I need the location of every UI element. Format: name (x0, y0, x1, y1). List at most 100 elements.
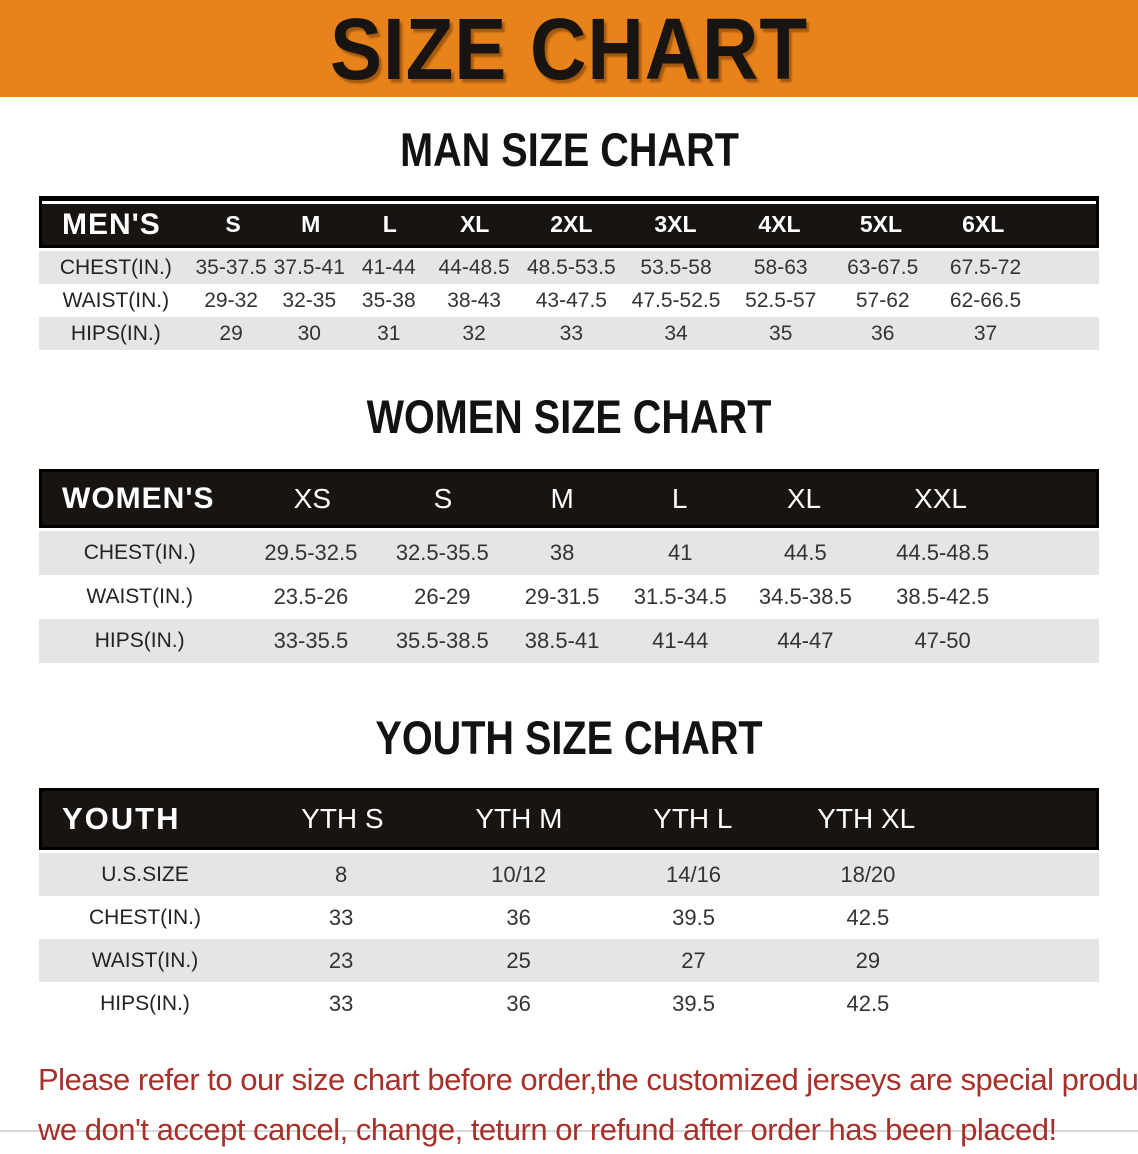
size-cell: 33 (328, 904, 354, 930)
table-row: CHEST(IN.) 29.5-32.5 32.5-35.5 38 41 44.… (39, 531, 1099, 575)
row-label: CHEST(IN.) (89, 905, 201, 929)
size-cell: 32 (462, 321, 486, 345)
men-section-heading-text: MAN SIZE CHART (399, 122, 739, 177)
youth-col-l: YTH L (653, 803, 733, 834)
size-cell: 62-66.5 (949, 288, 1022, 312)
men-col-5xl: 5XL (859, 211, 903, 237)
disclaimer-text: Please refer to our size chart before or… (38, 1055, 1138, 1154)
size-cell: 63-67.5 (847, 255, 919, 279)
size-cell: 47.5-52.5 (631, 288, 721, 312)
women-section-heading-text: WOMEN SIZE CHART (366, 389, 772, 444)
size-cell: 8 (334, 861, 348, 887)
size-cell: 33 (559, 321, 584, 345)
size-cell: 36 (871, 321, 895, 345)
women-section-heading: WOMEN SIZE CHART (0, 389, 1138, 444)
men-col-l: L (382, 211, 397, 237)
women-col-s: S (433, 482, 453, 514)
size-cell: 31 (377, 321, 401, 345)
size-cell: 38 (549, 540, 575, 565)
size-cell: 48.5-53.5 (526, 255, 616, 279)
men-table-rows: CHEST(IN.) 35-37.5 37.5-41 41-44 44-48.5… (39, 251, 1099, 350)
size-cell: 43-47.5 (535, 288, 607, 312)
size-cell: 36 (506, 990, 531, 1016)
youth-col-s: YTH S (301, 803, 384, 834)
men-col-s: S (225, 211, 241, 237)
row-label: CHEST(IN.) (59, 255, 172, 279)
size-cell: 30 (297, 321, 321, 345)
table-row: WAIST(IN.) 23 25 27 29 (39, 939, 1099, 982)
size-cell: 38-43 (447, 288, 501, 312)
row-label: CHEST(IN.) (83, 541, 196, 564)
size-cell: 14/16 (665, 861, 722, 887)
size-cell: 41-44 (361, 255, 416, 279)
men-corner-label: MEN'S (62, 207, 161, 241)
row-label: WAIST(IN.) (62, 288, 170, 312)
women-size-table: WOMEN'S XS S M L XL XXL CHEST(IN.) 29.5-… (39, 469, 1099, 663)
size-cell: 57-62 (855, 288, 910, 312)
men-col-xl: XL (459, 211, 490, 237)
table-row: WAIST(IN.) 23.5-26 26-29 29-31.5 31.5-34… (39, 575, 1099, 619)
size-cell: 41 (668, 540, 693, 565)
women-corner-label: WOMEN'S (62, 481, 215, 515)
women-table-rows: CHEST(IN.) 29.5-32.5 32.5-35.5 38 41 44.… (39, 531, 1099, 663)
youth-size-table: YOUTH YTH S YTH M YTH L YTH XL U.S.SIZE … (39, 788, 1099, 1025)
size-cell: 25 (506, 947, 531, 973)
table-row: HIPS(IN.) 33 36 39.5 42.5 (39, 982, 1099, 1025)
size-cell: 44-47 (777, 628, 834, 653)
size-cell: 23.5-26 (273, 584, 349, 609)
size-cell: 18/20 (840, 861, 896, 887)
size-cell: 44-48.5 (438, 255, 510, 279)
row-label: HIPS(IN.) (94, 629, 185, 652)
size-cell: 36 (506, 904, 531, 930)
size-cell: 23 (328, 947, 354, 973)
size-cell: 29-32 (204, 288, 258, 312)
table-row: CHEST(IN.) 35-37.5 37.5-41 41-44 44-48.5… (39, 251, 1099, 284)
women-col-xxl: XXL (914, 482, 967, 514)
men-size-table: MEN'S S M L XL 2XL 3XL 4XL 5XL 6XL CHEST… (39, 196, 1099, 350)
size-cell: 67.5-72 (949, 255, 1022, 279)
table-row: WAIST(IN.) 29-32 32-35 35-38 38-43 43-47… (39, 284, 1099, 317)
row-label: HIPS(IN.) (100, 991, 190, 1015)
size-cell: 34.5-38.5 (758, 584, 852, 609)
table-row: HIPS(IN.) 33-35.5 35.5-38.5 38.5-41 41-4… (39, 619, 1099, 663)
men-section-heading: MAN SIZE CHART (0, 122, 1138, 177)
youth-col-m: YTH M (475, 803, 563, 834)
size-cell: 52.5-57 (745, 288, 817, 312)
youth-table-header-row: YOUTH YTH S YTH M YTH L YTH XL (39, 788, 1099, 850)
size-cell: 47-50 (914, 628, 971, 653)
size-cell: 32.5-35.5 (395, 540, 489, 565)
size-cell: 38.5-41 (524, 628, 600, 653)
table-row: HIPS(IN.) 29 30 31 32 33 34 35 36 37 (39, 317, 1099, 350)
men-table-header-row: MEN'S S M L XL 2XL 3XL 4XL 5XL 6XL (39, 196, 1099, 248)
size-cell: 35.5-38.5 (395, 628, 489, 653)
size-cell: 29 (219, 321, 243, 345)
table-row: CHEST(IN.) 33 36 39.5 42.5 (39, 896, 1099, 939)
size-cell: 42.5 (846, 990, 890, 1016)
youth-table-rows: U.S.SIZE 8 10/12 14/16 18/20 CHEST(IN.) … (39, 853, 1099, 1025)
size-cell: 33 (328, 990, 354, 1016)
men-col-6xl: 6XL (962, 211, 1005, 237)
row-label: U.S.SIZE (101, 862, 189, 886)
size-cell: 26-29 (414, 584, 471, 609)
size-cell: 53.5-58 (640, 255, 712, 279)
size-cell: 33-35.5 (273, 628, 349, 653)
row-label: WAIST(IN.) (86, 585, 193, 608)
size-cell: 38.5-42.5 (896, 584, 990, 609)
men-col-2xl: 2XL (550, 211, 593, 237)
disclaimer-line-2: we don't accept cancel, change, teturn o… (38, 1111, 1057, 1147)
youth-col-xl: YTH XL (817, 803, 916, 834)
women-col-m: M (550, 482, 574, 514)
women-col-xs: XS (293, 482, 332, 514)
size-cell: 27 (681, 947, 706, 973)
youth-corner-label: YOUTH (62, 801, 181, 836)
row-label: WAIST(IN.) (91, 948, 199, 972)
row-label: HIPS(IN.) (70, 321, 161, 345)
banner: SIZE CHART (0, 0, 1138, 97)
size-cell: 41-44 (652, 628, 709, 653)
size-cell: 29.5-32.5 (264, 540, 358, 565)
size-cell: 37 (973, 321, 998, 345)
size-cell: 39.5 (672, 990, 715, 1016)
size-cell: 34 (664, 321, 688, 345)
size-cell: 42.5 (846, 904, 890, 930)
size-cell: 31.5-34.5 (633, 584, 727, 609)
